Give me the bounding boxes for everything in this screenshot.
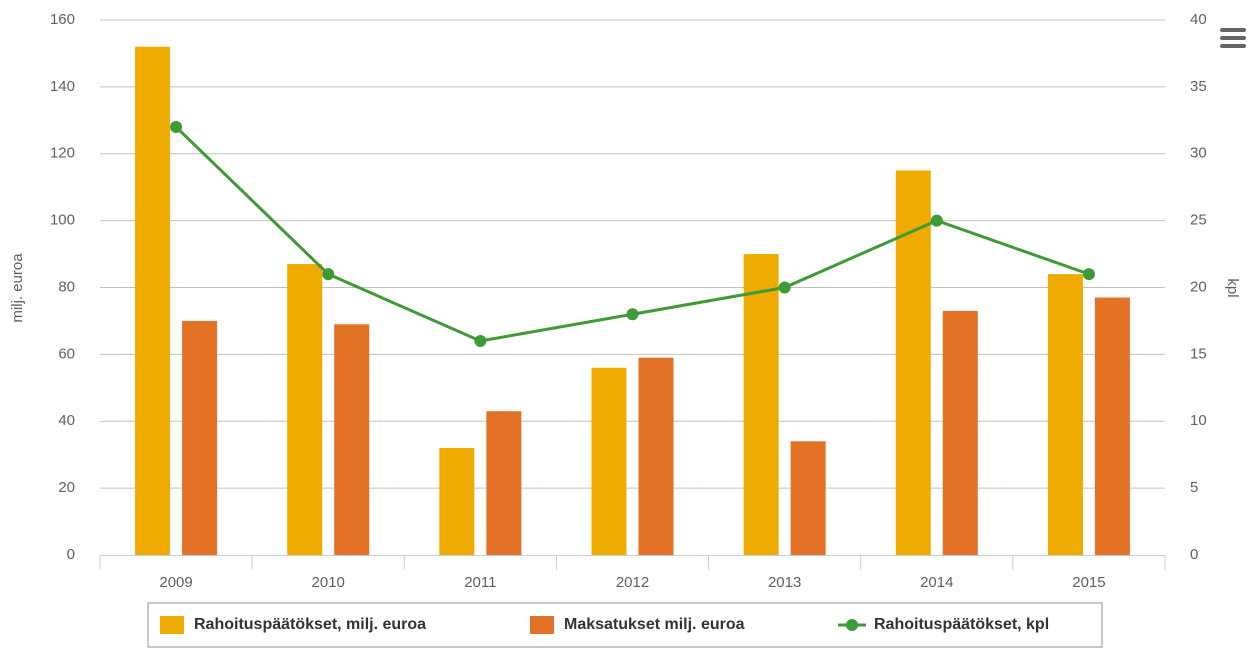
bar [182,320,218,555]
legend-symbol [530,616,554,634]
y2-tick-label: 30 [1190,145,1207,162]
y2-tick-label: 15 [1190,345,1207,362]
line-point [170,121,183,133]
y2-tick-label: 40 [1190,11,1207,28]
bar [790,441,826,555]
y2-tick-label: 35 [1190,78,1207,95]
legend-label: Rahoituspäätökset, milj. euroa [194,616,426,633]
legend-label: Maksatukset milj. euroa [564,616,745,633]
x-tick-label: 2011 [464,574,496,591]
y2-axis-title: kpl [1224,278,1241,297]
y2-tick-label: 10 [1190,412,1207,429]
y-tick-label: 120 [50,145,75,162]
bar [287,264,323,555]
y2-tick-label: 5 [1190,479,1198,496]
x-tick-label: 2014 [920,574,953,591]
y-tick-label: 140 [50,78,75,95]
line-point [930,214,943,227]
menu-bar [1220,44,1246,48]
bar [591,367,627,555]
bar [1094,297,1130,555]
menu-bar [1220,28,1246,32]
bar [1047,274,1083,555]
bar [439,448,475,555]
x-tick-label: 2015 [1072,574,1105,591]
y2-tick-label: 25 [1190,212,1207,229]
x-tick-label: 2009 [159,574,192,591]
y-tick-label: 40 [58,412,75,429]
x-tick-label: 2010 [312,574,345,591]
line-point [1082,268,1095,281]
line-point [322,268,335,281]
y-axis-title: milj. euroa [9,253,26,323]
y-tick-label: 60 [58,345,75,362]
y-tick-label: 80 [58,278,75,295]
x-tick-label: 2012 [616,574,649,591]
bar [942,310,978,555]
bar [743,254,779,555]
line-point [474,335,487,347]
bar [135,46,171,555]
y-tick-label: 20 [58,479,75,496]
menu-bar [1220,36,1246,40]
bar [895,170,931,555]
legend-symbol [160,616,184,634]
line-point [778,281,791,294]
line-point [626,308,639,321]
menu-icon[interactable] [1220,28,1246,48]
legend: Rahoituspäätökset, milj. euroa Maksatukse… [147,602,1103,648]
bar [486,411,522,555]
y2-tick-label: 0 [1190,546,1198,563]
legend-box [147,602,1103,648]
legend-label: Rahoituspäätökset, kpl [874,616,1049,633]
bar [638,357,674,555]
y-tick-label: 160 [50,11,75,28]
y-tick-label: 100 [50,212,75,229]
bar [334,324,370,555]
y-tick-label: 0 [67,546,75,563]
y2-tick-label: 20 [1190,278,1207,295]
legend-symbol [846,619,858,631]
x-tick-label: 2013 [768,574,801,591]
